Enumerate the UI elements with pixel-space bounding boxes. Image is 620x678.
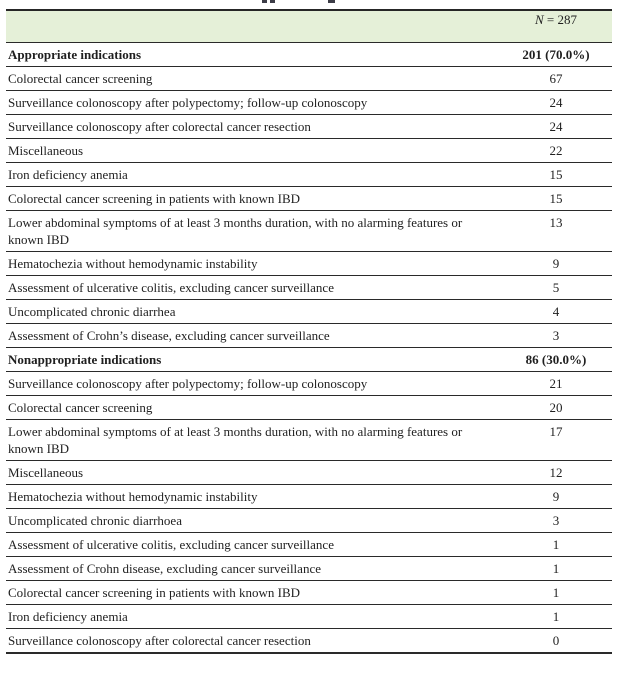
table-row: Assessment of ulcerative colitis, exclud… bbox=[6, 533, 612, 557]
table-row: Hematochezia without hemodynamic instabi… bbox=[6, 252, 612, 276]
indication-label: Hematochezia without hemodynamic instabi… bbox=[8, 256, 258, 271]
table-row: Hematochezia without hemodynamic instabi… bbox=[6, 485, 612, 509]
table-row: Assessment of ulcerative colitis, exclud… bbox=[6, 276, 612, 300]
indication-count: 9 bbox=[552, 489, 560, 504]
indication-label: Assessment of Crohn’s disease, excluding… bbox=[8, 328, 330, 343]
indication-count: 1 bbox=[552, 561, 560, 576]
indication-label: Surveillance colonoscopy after polypecto… bbox=[8, 95, 368, 110]
n-symbol: N bbox=[534, 12, 544, 27]
table-row: Surveillance colonoscopy after colorecta… bbox=[6, 629, 612, 654]
indication-count: 22 bbox=[549, 143, 563, 158]
caption-fragment-mark bbox=[328, 0, 335, 3]
indication-count: 5 bbox=[552, 280, 560, 295]
indication-count: 1 bbox=[552, 585, 560, 600]
table-row: Colorectal cancer screening in patients … bbox=[6, 187, 612, 211]
indication-count: 1 bbox=[552, 609, 560, 624]
table-row: Surveillance colonoscopy after polypecto… bbox=[6, 372, 612, 396]
indication-label: Uncomplicated chronic diarrhea bbox=[8, 304, 176, 319]
indication-label: Colorectal cancer screening in patients … bbox=[8, 191, 301, 206]
indication-label: Assessment of ulcerative colitis, exclud… bbox=[8, 280, 334, 295]
indication-label: Colorectal cancer screening bbox=[8, 400, 153, 415]
indication-count: 4 bbox=[552, 304, 560, 319]
section-header-row: Appropriate indications 201 (70.0%) bbox=[6, 43, 612, 67]
indication-label: Surveillance colonoscopy after polypecto… bbox=[8, 376, 368, 391]
indication-label: Lower abdominal symptoms of at least 3 m… bbox=[8, 215, 463, 247]
caption-fragment-mark bbox=[270, 0, 275, 3]
table-row: Uncomplicated chronic diarrhea 4 bbox=[6, 300, 612, 324]
indication-label: Lower abdominal symptoms of at least 3 m… bbox=[8, 424, 463, 456]
indication-count: 24 bbox=[549, 119, 563, 134]
indication-label: Uncomplicated chronic diarrhoea bbox=[8, 513, 182, 528]
table-header-row: N = 287 bbox=[6, 11, 612, 43]
table-body: Appropriate indications 201 (70.0%) Colore… bbox=[6, 43, 612, 654]
table-row: Colorectal cancer screening 20 bbox=[6, 396, 612, 420]
table-row: Colorectal cancer screening in patients … bbox=[6, 581, 612, 605]
table-row: Surveillance colonoscopy after polypecto… bbox=[6, 91, 612, 115]
section-title: Appropriate indications bbox=[8, 47, 142, 62]
indication-count: 17 bbox=[549, 424, 563, 439]
table-row: Uncomplicated chronic diarrhoea 3 bbox=[6, 509, 612, 533]
indication-count: 13 bbox=[549, 215, 563, 230]
n-value: = 287 bbox=[543, 12, 577, 27]
indication-count: 3 bbox=[552, 328, 560, 343]
header-empty-cell bbox=[6, 11, 500, 17]
indication-label: Iron deficiency anemia bbox=[8, 609, 128, 624]
table-row: Miscellaneous 12 bbox=[6, 461, 612, 485]
section-title: Nonappropriate indications bbox=[8, 352, 162, 367]
indication-label: Miscellaneous bbox=[8, 143, 84, 158]
indication-count: 12 bbox=[549, 465, 563, 480]
indication-label: Surveillance colonoscopy after colorecta… bbox=[8, 119, 311, 134]
indication-count: 67 bbox=[549, 71, 563, 86]
indication-label: Iron deficiency anemia bbox=[8, 167, 128, 182]
indication-count: 21 bbox=[549, 376, 563, 391]
table-row: Miscellaneous 22 bbox=[6, 139, 612, 163]
section-total: 86 (30.0%) bbox=[525, 352, 587, 367]
section-header-row: Nonappropriate indications 86 (30.0%) bbox=[6, 348, 612, 372]
indication-label: Colorectal cancer screening in patients … bbox=[8, 585, 301, 600]
section-total: 201 (70.0%) bbox=[522, 47, 590, 62]
indication-count: 3 bbox=[552, 513, 560, 528]
table-row: Surveillance colonoscopy after colorecta… bbox=[6, 115, 612, 139]
table-row: Iron deficiency anemia 15 bbox=[6, 163, 612, 187]
indication-label: Hematochezia without hemodynamic instabi… bbox=[8, 489, 258, 504]
sample-size-cell: N = 287 bbox=[500, 11, 612, 28]
table-row: Assessment of Crohn’s disease, excluding… bbox=[6, 324, 612, 348]
table-row: Lower abdominal symptoms of at least 3 m… bbox=[6, 420, 612, 461]
indication-label: Colorectal cancer screening bbox=[8, 71, 153, 86]
indication-count: 20 bbox=[549, 400, 563, 415]
indication-count: 9 bbox=[552, 256, 560, 271]
indication-count: 0 bbox=[552, 633, 560, 648]
caption-fragment bbox=[0, 0, 620, 4]
indication-count: 24 bbox=[549, 95, 563, 110]
indication-count: 1 bbox=[552, 537, 560, 552]
indication-count: 15 bbox=[549, 191, 563, 206]
indications-table: N = 287 Appropriate indications 201 (70.0… bbox=[6, 9, 612, 654]
table-row: Lower abdominal symptoms of at least 3 m… bbox=[6, 211, 612, 252]
caption-fragment-mark bbox=[262, 0, 267, 3]
table-row: Assessment of Crohn disease, excluding c… bbox=[6, 557, 612, 581]
indication-label: Surveillance colonoscopy after colorecta… bbox=[8, 633, 311, 648]
table-row: Iron deficiency anemia 1 bbox=[6, 605, 612, 629]
indication-label: Miscellaneous bbox=[8, 465, 84, 480]
table-row: Colorectal cancer screening 67 bbox=[6, 67, 612, 91]
indication-label: Assessment of Crohn disease, excluding c… bbox=[8, 561, 321, 576]
indication-label: Assessment of ulcerative colitis, exclud… bbox=[8, 537, 334, 552]
indication-count: 15 bbox=[549, 167, 563, 182]
